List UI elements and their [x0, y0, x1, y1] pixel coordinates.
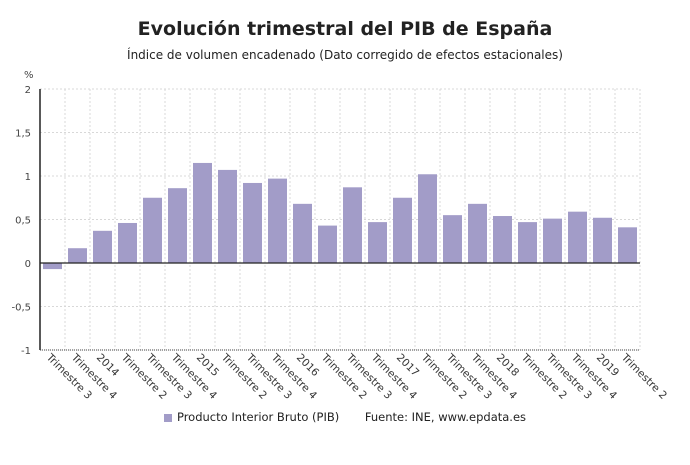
y-tick-label: -0,5 [11, 303, 31, 314]
bar [68, 248, 87, 263]
bar [43, 263, 62, 270]
y-tick-label: 0,5 [15, 216, 31, 227]
legend: Producto Interior Bruto (PIB) Fuente: IN… [0, 410, 690, 424]
y-tick-label: 0 [25, 259, 31, 270]
source-note: Fuente: INE, www.epdata.es [364, 410, 527, 424]
bar [468, 203, 487, 263]
bar [618, 227, 637, 263]
bar [568, 211, 587, 263]
legend-label: Producto Interior Bruto (PIB) [176, 410, 340, 424]
bar [518, 222, 537, 263]
chart-title: Evolución trimestral del PIB de España [137, 18, 553, 40]
bar [268, 178, 287, 263]
bar [93, 230, 112, 263]
bar [193, 162, 212, 263]
y-tick-label: 2 [25, 85, 31, 96]
y-tick-label: 1 [25, 172, 31, 183]
y-axis-unit: % [24, 70, 34, 81]
bar [118, 222, 137, 263]
bar [493, 216, 512, 263]
bar [418, 174, 437, 263]
y-tick-label: -1 [21, 346, 31, 357]
legend-swatch [163, 413, 172, 422]
bar [543, 218, 562, 263]
bar [343, 187, 362, 263]
x-tick-label: Trimestre 2 [618, 351, 669, 402]
bar [143, 197, 162, 263]
bar [443, 215, 462, 263]
chart-subtitle: Índice de volumen encadenado (Dato corre… [127, 48, 563, 62]
bar [318, 225, 337, 263]
bar [168, 188, 187, 263]
bar [218, 169, 237, 263]
bar [293, 203, 312, 263]
y-tick-label: 1,5 [15, 129, 31, 140]
bar [243, 182, 262, 263]
bar [593, 217, 612, 263]
bar [368, 222, 387, 263]
bar [393, 197, 412, 263]
